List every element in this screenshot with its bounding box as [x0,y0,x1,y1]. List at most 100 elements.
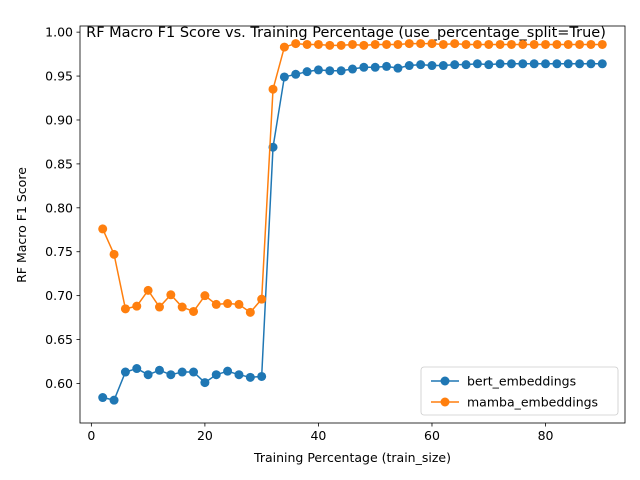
data-point-bert-embeddings [223,366,233,376]
data-point-bert-embeddings [211,370,221,380]
plot-frame [79,25,626,424]
data-point-mamba-embeddings [120,304,130,314]
data-point-mamba-embeddings [166,290,176,300]
data-point-bert-embeddings [98,393,108,403]
data-point-bert-embeddings [120,367,130,377]
legend-marker-bert [440,376,450,386]
series-line-bert-embeddings [102,63,603,401]
data-point-bert-embeddings [370,62,380,72]
series-bert-embeddings [98,59,607,405]
data-point-mamba-embeddings [404,39,414,49]
data-point-mamba-embeddings [597,39,607,49]
data-point-mamba-embeddings [461,39,471,49]
data-point-bert-embeddings [234,370,244,380]
x-tick-label: 60 [424,428,440,443]
x-tick-label: 0 [87,428,95,443]
data-point-bert-embeddings [132,364,142,374]
data-point-bert-embeddings [552,59,562,69]
data-point-bert-embeddings [461,60,471,70]
data-point-bert-embeddings [563,59,573,69]
legend: bert_embeddings mamba_embeddings [420,366,619,416]
data-point-bert-embeddings [325,66,335,76]
data-point-bert-embeddings [506,59,516,69]
data-point-mamba-embeddings [189,306,199,316]
data-point-bert-embeddings [495,59,505,69]
data-point-mamba-embeddings [563,39,573,49]
data-point-mamba-embeddings [575,39,585,49]
y-tick-label: 0.90 [45,112,73,127]
data-point-bert-embeddings [302,67,312,77]
data-point-bert-embeddings [166,370,176,380]
data-point-bert-embeddings [336,66,346,76]
data-point-mamba-embeddings [143,285,153,295]
data-point-mamba-embeddings [506,39,516,49]
data-point-mamba-embeddings [132,301,142,311]
data-point-mamba-embeddings [552,39,562,49]
data-point-mamba-embeddings [325,40,335,50]
data-point-bert-embeddings [382,61,392,71]
y-axis: 0.60 0.65 0.70 0.75 0.80 0.85 0.90 0.95 1.00 [45,25,80,391]
data-point-mamba-embeddings [370,39,380,49]
data-point-bert-embeddings [279,72,289,82]
data-point-bert-embeddings [109,395,119,405]
x-axis: 0 20 40 60 80 [87,423,554,443]
y-tick-label: 0.75 [45,244,73,259]
data-point-mamba-embeddings [541,39,551,49]
y-tick-label: 0.80 [45,200,73,215]
data-point-mamba-embeddings [313,39,323,49]
data-point-mamba-embeddings [518,39,528,49]
data-point-mamba-embeddings [336,40,346,50]
x-tick-label: 80 [538,428,554,443]
y-tick-label: 0.85 [45,156,73,171]
data-point-bert-embeddings [154,365,164,375]
data-point-bert-embeddings [484,60,494,70]
data-point-mamba-embeddings [109,249,119,259]
series-layer [98,39,607,405]
data-point-bert-embeddings [575,59,585,69]
y-tick-label: 1.00 [45,25,73,40]
data-point-mamba-embeddings [472,39,482,49]
data-point-bert-embeddings [245,372,255,382]
data-point-mamba-embeddings [302,39,312,49]
data-point-bert-embeddings [404,61,414,71]
data-point-mamba-embeddings [245,307,255,317]
y-tick-label: 0.70 [45,288,73,303]
series-mamba-embeddings [98,39,607,317]
data-point-mamba-embeddings [427,39,437,49]
legend-marker-mamba [440,397,450,407]
data-point-bert-embeddings [416,60,426,70]
data-point-mamba-embeddings [495,39,505,49]
data-point-bert-embeddings [518,59,528,69]
data-point-mamba-embeddings [234,299,244,309]
legend-label-bert: bert_embeddings [467,374,576,389]
data-point-bert-embeddings [189,367,199,377]
data-point-mamba-embeddings [348,39,357,49]
plot-area [79,25,626,424]
data-point-bert-embeddings [143,370,153,380]
x-tick-label: 20 [197,428,213,443]
data-point-bert-embeddings [348,64,357,74]
data-point-mamba-embeddings [279,42,289,52]
data-point-mamba-embeddings [484,39,494,49]
data-point-bert-embeddings [393,63,403,73]
legend-box [420,366,619,416]
data-point-mamba-embeddings [438,39,448,49]
data-point-bert-embeddings [291,69,301,79]
data-point-mamba-embeddings [268,84,278,94]
data-point-mamba-embeddings [200,291,210,301]
data-point-mamba-embeddings [529,39,539,49]
data-point-bert-embeddings [359,62,369,72]
series-line-mamba-embeddings [102,42,603,314]
data-point-bert-embeddings [529,59,539,69]
data-point-mamba-embeddings [257,294,267,304]
data-point-mamba-embeddings [98,224,108,234]
data-point-bert-embeddings [313,65,323,75]
data-point-bert-embeddings [586,59,596,69]
data-point-mamba-embeddings [450,39,460,49]
data-point-bert-embeddings [200,378,210,388]
y-tick-label: 0.60 [45,376,73,391]
data-point-mamba-embeddings [586,39,596,49]
data-point-mamba-embeddings [416,39,426,49]
data-point-bert-embeddings [427,61,437,71]
